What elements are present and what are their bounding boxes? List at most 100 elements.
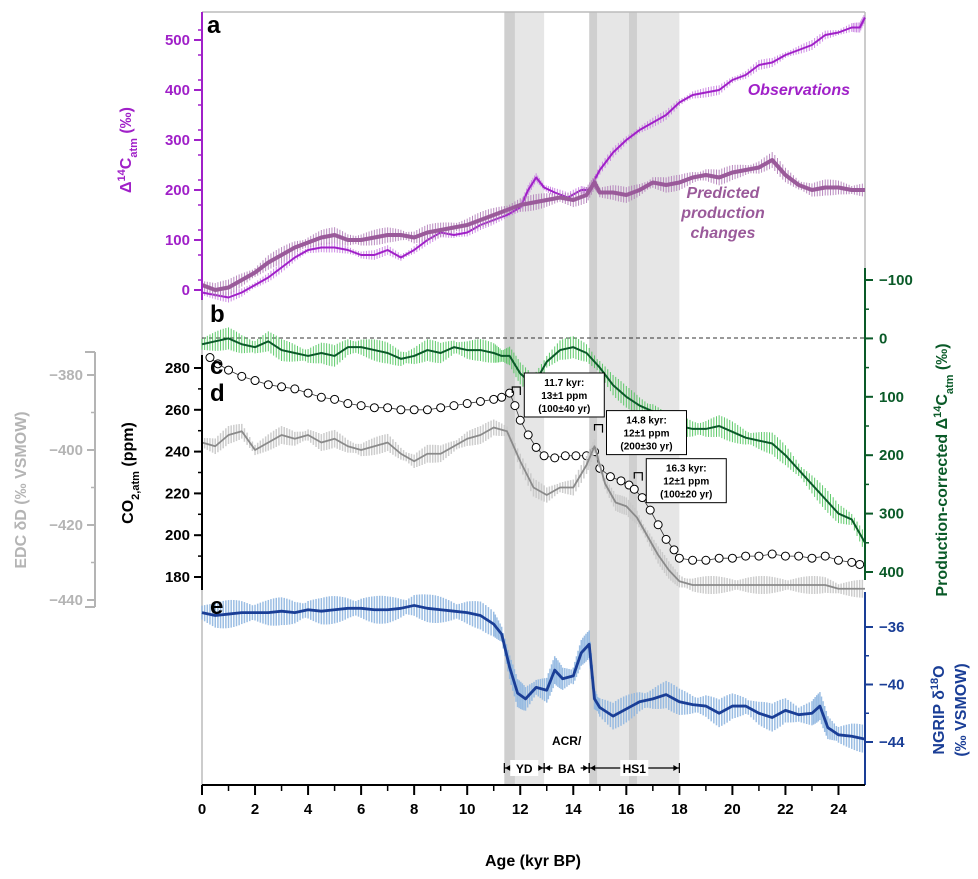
x-tick-label-1: 2 [251, 801, 259, 818]
annotation-bracket-1 [593, 424, 604, 433]
series-a-obs-label-group: Observations [748, 82, 850, 99]
panel-letter-c: c [210, 353, 223, 380]
annotation-ann2: 14.8 kyr: 12±1 ppm (200±30 yr) [593, 410, 687, 456]
y-tick-label-b-3: 200 [879, 447, 904, 464]
period-arrow-2 [590, 765, 596, 771]
x-tick-label-3: 6 [357, 801, 365, 818]
predicted-label-line2: production [680, 205, 765, 222]
annotation-box-2 [645, 458, 727, 504]
annotation-text-0-0: 11.7 kyr: [544, 378, 584, 389]
y-tick-label-a-4: 400 [165, 82, 190, 99]
co2-point-5 [263, 380, 273, 390]
co2-point-0 [205, 353, 215, 363]
period-arrow-0 [505, 765, 511, 771]
co2-point-17 [422, 405, 432, 415]
y-tick-label-c-4: 260 [165, 402, 190, 419]
y-tick-label-c-0: 180 [165, 569, 190, 586]
annotation-text-2-1: 12±1 ppm [663, 477, 709, 488]
x-tick-label-6: 12 [512, 801, 529, 818]
period-arrow-1 [545, 765, 551, 771]
e-axis-title-line1: NGRIP δ18O [929, 665, 948, 754]
co2-point-56 [820, 551, 830, 561]
co2-point-57 [833, 555, 843, 565]
annotation-box-0 [523, 372, 605, 418]
co2-point-12 [356, 401, 366, 411]
co2-point-16 [409, 405, 419, 415]
co2-point-48 [714, 553, 724, 563]
co2-point-3 [237, 371, 247, 381]
co2-point-54 [794, 551, 804, 561]
co2-point-30 [550, 453, 560, 463]
co2-point-49 [727, 553, 737, 563]
co2-point-46 [688, 555, 698, 565]
co2-point-43 [661, 534, 671, 544]
co2-point-7 [290, 384, 300, 394]
co2-point-29 [539, 451, 549, 461]
series-a-0 [201, 15, 866, 303]
co2-point-9 [316, 392, 326, 402]
y-tick-label-e-2: −36 [879, 619, 904, 636]
period-label-bg-0 [510, 760, 539, 776]
co2-point-40 [637, 493, 647, 503]
co2-point-23 [497, 392, 507, 402]
co2-point-24 [505, 388, 515, 398]
annotation-bracket-0 [511, 386, 521, 395]
a-axis-title: Δ14Catm (‰) [116, 107, 140, 193]
y-tick-label-c-2: 220 [165, 485, 190, 502]
series-a-1 [201, 152, 865, 297]
co2-point-11 [343, 399, 353, 409]
y-axis-d: −440 −420 −400 −380 [49, 352, 96, 609]
y-tick-label-d-1: −420 [49, 517, 83, 534]
annotation-text-1-2: (200±30 yr) [620, 442, 672, 453]
x-axis: 0 2 4 6 8 10 12 14 16 18 20 22 24 [198, 784, 865, 818]
annotation-bracket-2 [633, 472, 643, 481]
period-arrow-2 [673, 765, 679, 771]
observations-label: Observations [748, 82, 850, 99]
predicted-label-group: Predicted production changes [680, 185, 765, 242]
panel-letter-e: e [210, 593, 223, 620]
y-tick-label-b-2: 100 [879, 389, 904, 406]
y-tick-label-c-3: 240 [165, 444, 190, 461]
series-d-4-line [201, 426, 865, 590]
series-e-5 [201, 594, 866, 753]
y-axis-e: −44 −40 −36 [864, 592, 905, 785]
co2-point-51 [754, 551, 764, 561]
y-tick-label-e-1: −40 [879, 677, 904, 694]
x-axis-title: Age (kyr BP) [485, 853, 581, 870]
co2-point-41 [645, 505, 655, 515]
co2-point-31 [560, 451, 570, 461]
y-tick-label-a-1: 100 [165, 232, 190, 249]
b-axis-title: Production-corrected Δ14Catm (‰) [932, 343, 956, 596]
x-tick-label-5: 10 [459, 801, 476, 818]
co2-point-42 [653, 520, 663, 530]
period-label-1: BA [558, 762, 576, 776]
co2-point-52 [767, 549, 777, 559]
x-tick-label-9: 18 [671, 801, 688, 818]
annotation-box-1 [605, 410, 687, 456]
series-e-5-line [201, 604, 866, 741]
period-label-top-1: ACR/ [552, 734, 582, 748]
panel-letter-b: b [210, 301, 225, 328]
co2-point-19 [449, 401, 459, 411]
y-tick-label-a-3: 300 [165, 132, 190, 149]
c-axis-title: CO2,atm (ppm) [120, 422, 142, 524]
y-tick-label-c-5: 280 [165, 360, 190, 377]
dark-band-0 [504, 12, 515, 785]
predicted-label-line3: changes [691, 225, 756, 242]
predicted-label-line1: Predicted [687, 185, 761, 202]
co2-point-8 [303, 388, 313, 398]
co2-point-21 [475, 396, 485, 406]
series-d-4 [201, 419, 865, 598]
light-band-1 [597, 12, 680, 785]
co2-point-59 [855, 559, 865, 569]
co2-point-18 [436, 403, 446, 413]
co2-point-20 [462, 399, 472, 409]
x-tick-label-8: 16 [618, 801, 635, 818]
co2-point-14 [383, 403, 393, 413]
annotation-ann1: 11.7 kyr: 13±1 ppm (100±40 yr) [511, 372, 605, 418]
y-tick-label-d-2: −400 [49, 442, 83, 459]
period-arrow-1 [583, 765, 589, 771]
